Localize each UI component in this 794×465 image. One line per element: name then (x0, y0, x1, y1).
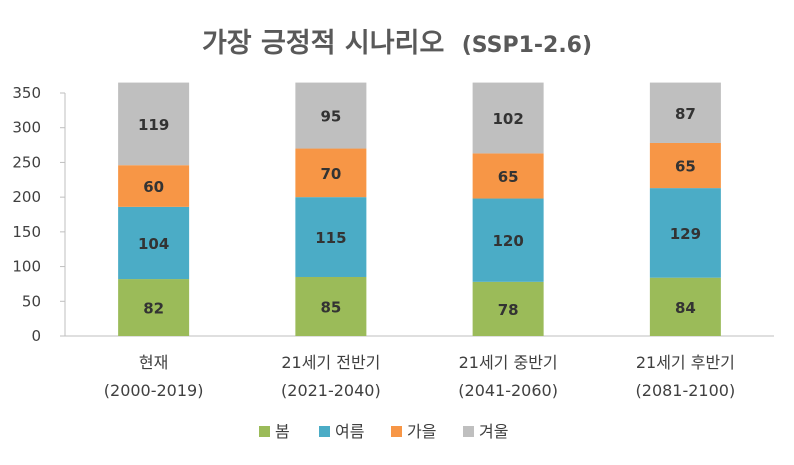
y-tick-label: 200 (12, 188, 41, 206)
legend: 봄 여름 가을 겨울 (259, 422, 508, 441)
chart-title-main: 가장 긍정적 시나리오 (202, 28, 444, 59)
x-category-label: 21세기 후반기 (636, 353, 735, 372)
bar-segment (472, 82, 544, 154)
legend-swatch (463, 426, 474, 437)
x-category-label: 21세기 전반기 (281, 353, 380, 372)
legend-label: 여름 (335, 422, 364, 441)
legend-swatch (319, 426, 330, 437)
legend-label: 겨울 (479, 422, 508, 441)
data-label: 95 (320, 108, 341, 126)
y-tick-label: 300 (12, 119, 41, 137)
bar-segment (295, 82, 367, 149)
bar-segment (649, 82, 721, 143)
data-label: 84 (675, 299, 696, 317)
legend-swatch (259, 426, 270, 437)
legend-swatch (391, 426, 402, 437)
bar-segment (649, 188, 721, 278)
data-label: 102 (492, 110, 523, 128)
bar-segment (472, 281, 544, 336)
data-label: 87 (675, 105, 696, 123)
y-tick-label: 250 (12, 153, 41, 171)
x-category-label: 현재 (139, 353, 168, 372)
bar-segment (118, 206, 190, 280)
data-label: 120 (492, 232, 523, 250)
x-category-period: (2000-2019) (104, 381, 204, 400)
x-category-label: 21세기 중반기 (459, 353, 558, 372)
chart-title: 가장 긍정적 시나리오 (SSP1-2.6) (202, 28, 592, 59)
bar-segment (472, 153, 544, 199)
data-label: 70 (320, 165, 341, 183)
bar-segment (118, 82, 190, 166)
plot-area: 0 50 100 150 200 250 300 350 82 104 60 119 현재 (2000-2… (12, 82, 774, 400)
data-label: 104 (138, 235, 169, 253)
bar-segment (649, 277, 721, 336)
y-tick-label: 50 (22, 292, 41, 310)
data-label: 129 (670, 225, 701, 243)
bar-segment (118, 165, 190, 207)
legend-label: 가을 (407, 422, 436, 441)
chart-title-sub: (SSP1-2.6) (462, 33, 592, 58)
data-label: 60 (143, 178, 164, 196)
data-label: 119 (138, 116, 169, 134)
x-category-period: (2021-2040) (281, 381, 381, 400)
data-label: 115 (315, 229, 346, 247)
bar-segment (295, 197, 367, 277)
bar-segment (295, 148, 367, 198)
data-label: 78 (498, 301, 519, 319)
data-label: 82 (143, 300, 164, 318)
bar-segment (118, 279, 190, 336)
y-tick-label: 100 (12, 258, 41, 276)
data-label: 85 (320, 298, 341, 316)
y-tick-label: 150 (12, 223, 41, 241)
data-label: 65 (675, 158, 696, 176)
bar-segment (649, 142, 721, 189)
legend-label: 봄 (275, 422, 290, 441)
y-tick-label: 350 (12, 84, 41, 102)
x-category-period: (2081-2100) (636, 381, 736, 400)
y-tick-label: 0 (31, 327, 41, 345)
bar-segment (472, 198, 544, 282)
data-label: 65 (498, 168, 519, 186)
x-category-period: (2041-2060) (458, 381, 558, 400)
bar-segment (295, 276, 367, 336)
